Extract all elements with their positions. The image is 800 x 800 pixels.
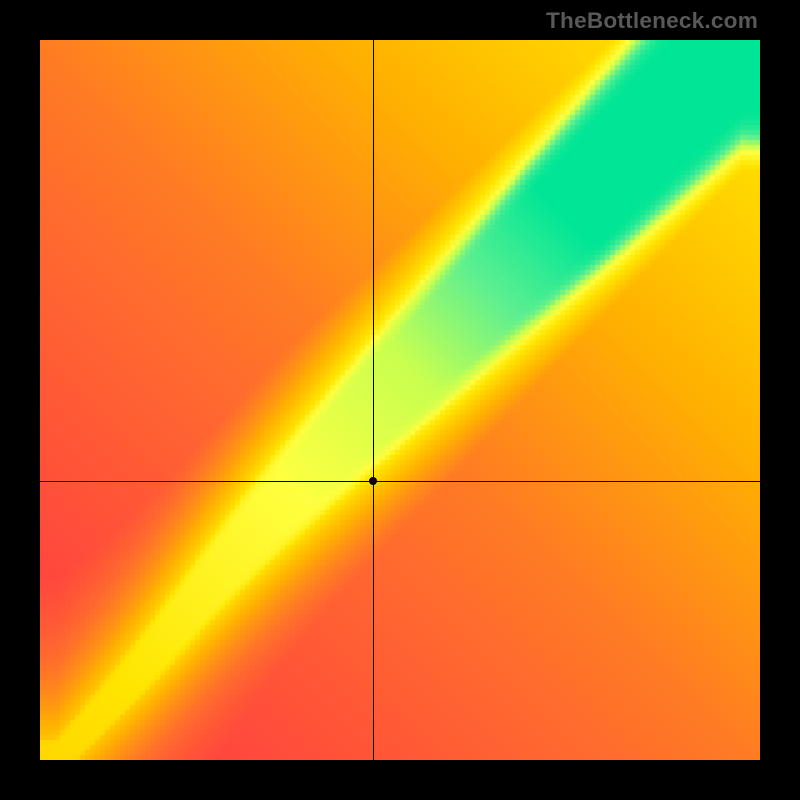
heatmap-plot	[40, 40, 760, 760]
heatmap-canvas	[40, 40, 760, 760]
figure-frame: TheBottleneck.com	[0, 0, 800, 800]
watermark-text: TheBottleneck.com	[546, 8, 758, 34]
crosshair-vertical	[373, 40, 374, 760]
crosshair-horizontal	[40, 481, 760, 482]
crosshair-marker	[369, 477, 377, 485]
